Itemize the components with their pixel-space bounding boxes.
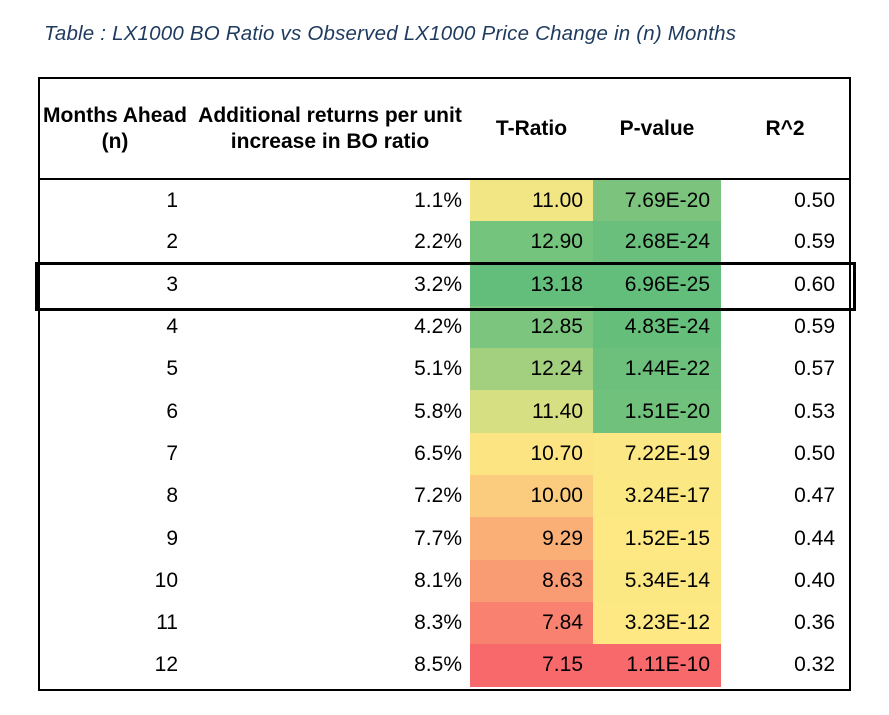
cell-additional-return: 5.1% xyxy=(414,357,462,381)
cell-t-ratio: 7.84 xyxy=(470,601,593,645)
header-r-squared: R^2 xyxy=(721,79,849,180)
table-row: 10 8.1% 8.63 5.34E-14 0.40 xyxy=(40,559,849,602)
cell-t-ratio: 11.40 xyxy=(470,390,593,433)
header-additional-returns: Additional returns per unit increase in … xyxy=(190,79,470,180)
cell-additional-return: 6.5% xyxy=(414,441,462,465)
cell-additional-return: 4.2% xyxy=(414,315,462,339)
cell-months-ahead: 8 xyxy=(166,484,178,508)
cell-r-squared: 0.53 xyxy=(794,399,835,423)
cell-months-ahead: 5 xyxy=(166,357,178,381)
table-row: 12 8.5% 7.15 1.11E-10 0.32 xyxy=(40,644,849,687)
table-header-row: Months Ahead (n) Additional returns per … xyxy=(40,79,849,180)
data-table: Months Ahead (n) Additional returns per … xyxy=(40,79,849,687)
cell-additional-return: 1.1% xyxy=(414,188,462,212)
cell-additional-return: 8.1% xyxy=(414,568,462,592)
cell-t-ratio: 8.63 xyxy=(470,559,593,602)
table-row: 5 5.1% 12.24 1.44E-22 0.57 xyxy=(40,348,849,391)
cell-p-value: 2.68E-24 xyxy=(593,221,721,264)
cell-p-value: 3.23E-12 xyxy=(593,601,721,645)
table-row: 7 6.5% 10.70 7.22E-19 0.50 xyxy=(40,432,849,476)
cell-months-ahead: 3 xyxy=(166,272,178,296)
cell-r-squared: 0.59 xyxy=(794,230,835,254)
cell-months-ahead: 2 xyxy=(166,230,178,254)
cell-additional-return: 5.8% xyxy=(414,399,462,423)
cell-p-value: 1.11E-10 xyxy=(593,644,721,687)
cell-months-ahead: 12 xyxy=(154,653,178,677)
cell-t-ratio: 12.90 xyxy=(470,221,593,264)
cell-t-ratio: 13.18 xyxy=(470,263,593,306)
cell-t-ratio: 10.00 xyxy=(470,475,593,518)
cell-p-value: 3.24E-17 xyxy=(593,475,721,518)
regression-results-table: Months Ahead (n) Additional returns per … xyxy=(38,77,851,691)
table-row: 8 7.2% 10.00 3.24E-17 0.47 xyxy=(40,475,849,518)
cell-r-squared: 0.40 xyxy=(794,568,835,592)
cell-p-value: 7.22E-19 xyxy=(593,432,721,476)
cell-additional-return: 2.2% xyxy=(414,230,462,254)
cell-t-ratio: 9.29 xyxy=(470,517,593,560)
cell-p-value: 6.96E-25 xyxy=(593,263,721,306)
cell-t-ratio: 10.70 xyxy=(470,432,593,476)
cell-r-squared: 0.47 xyxy=(794,484,835,508)
table-row: 11 8.3% 7.84 3.23E-12 0.36 xyxy=(40,601,849,645)
cell-months-ahead: 10 xyxy=(154,568,178,592)
cell-months-ahead: 6 xyxy=(166,399,178,423)
table-row: 2 2.2% 12.90 2.68E-24 0.59 xyxy=(40,221,849,264)
cell-t-ratio: 12.24 xyxy=(470,348,593,391)
cell-r-squared: 0.50 xyxy=(794,441,835,465)
cell-r-squared: 0.59 xyxy=(794,315,835,339)
cell-r-squared: 0.57 xyxy=(794,357,835,381)
cell-additional-return: 8.5% xyxy=(414,653,462,677)
cell-r-squared: 0.50 xyxy=(794,188,835,212)
cell-additional-return: 7.2% xyxy=(414,484,462,508)
cell-r-squared: 0.44 xyxy=(794,526,835,550)
cell-p-value: 5.34E-14 xyxy=(593,559,721,602)
cell-additional-return: 3.2% xyxy=(414,272,462,296)
cell-additional-return: 7.7% xyxy=(414,526,462,550)
table-row: 4 4.2% 12.85 4.83E-24 0.59 xyxy=(40,305,849,349)
cell-p-value: 1.52E-15 xyxy=(593,517,721,560)
cell-t-ratio: 12.85 xyxy=(470,305,593,349)
header-months-ahead: Months Ahead (n) xyxy=(40,79,190,180)
table-row: 1 1.1% 11.00 7.69E-20 0.50 xyxy=(40,179,849,222)
cell-r-squared: 0.60 xyxy=(794,272,835,296)
cell-months-ahead: 11 xyxy=(156,611,178,635)
table-body: 1 1.1% 11.00 7.69E-20 0.50 2 2.2% 12.90 … xyxy=(40,179,849,687)
cell-months-ahead: 1 xyxy=(166,188,178,212)
cell-months-ahead: 7 xyxy=(166,441,178,465)
cell-additional-return: 8.3% xyxy=(414,611,462,635)
cell-p-value: 1.51E-20 xyxy=(593,390,721,433)
cell-r-squared: 0.32 xyxy=(794,653,835,677)
cell-r-squared: 0.36 xyxy=(794,611,835,635)
table-title: Table : LX1000 BO Ratio vs Observed LX10… xyxy=(44,22,737,45)
table-row-highlighted: 3 3.2% 13.18 6.96E-25 0.60 xyxy=(40,263,849,306)
cell-p-value: 4.83E-24 xyxy=(593,305,721,349)
table-row: 6 5.8% 11.40 1.51E-20 0.53 xyxy=(40,390,849,433)
cell-p-value: 7.69E-20 xyxy=(593,179,721,222)
header-t-ratio: T-Ratio xyxy=(470,79,593,180)
cell-t-ratio: 11.00 xyxy=(470,179,593,222)
cell-t-ratio: 7.15 xyxy=(470,644,593,687)
table-row: 9 7.7% 9.29 1.52E-15 0.44 xyxy=(40,517,849,560)
cell-p-value: 1.44E-22 xyxy=(593,348,721,391)
cell-months-ahead: 9 xyxy=(166,526,178,550)
cell-months-ahead: 4 xyxy=(166,315,178,339)
header-p-value: P-value xyxy=(593,79,721,180)
